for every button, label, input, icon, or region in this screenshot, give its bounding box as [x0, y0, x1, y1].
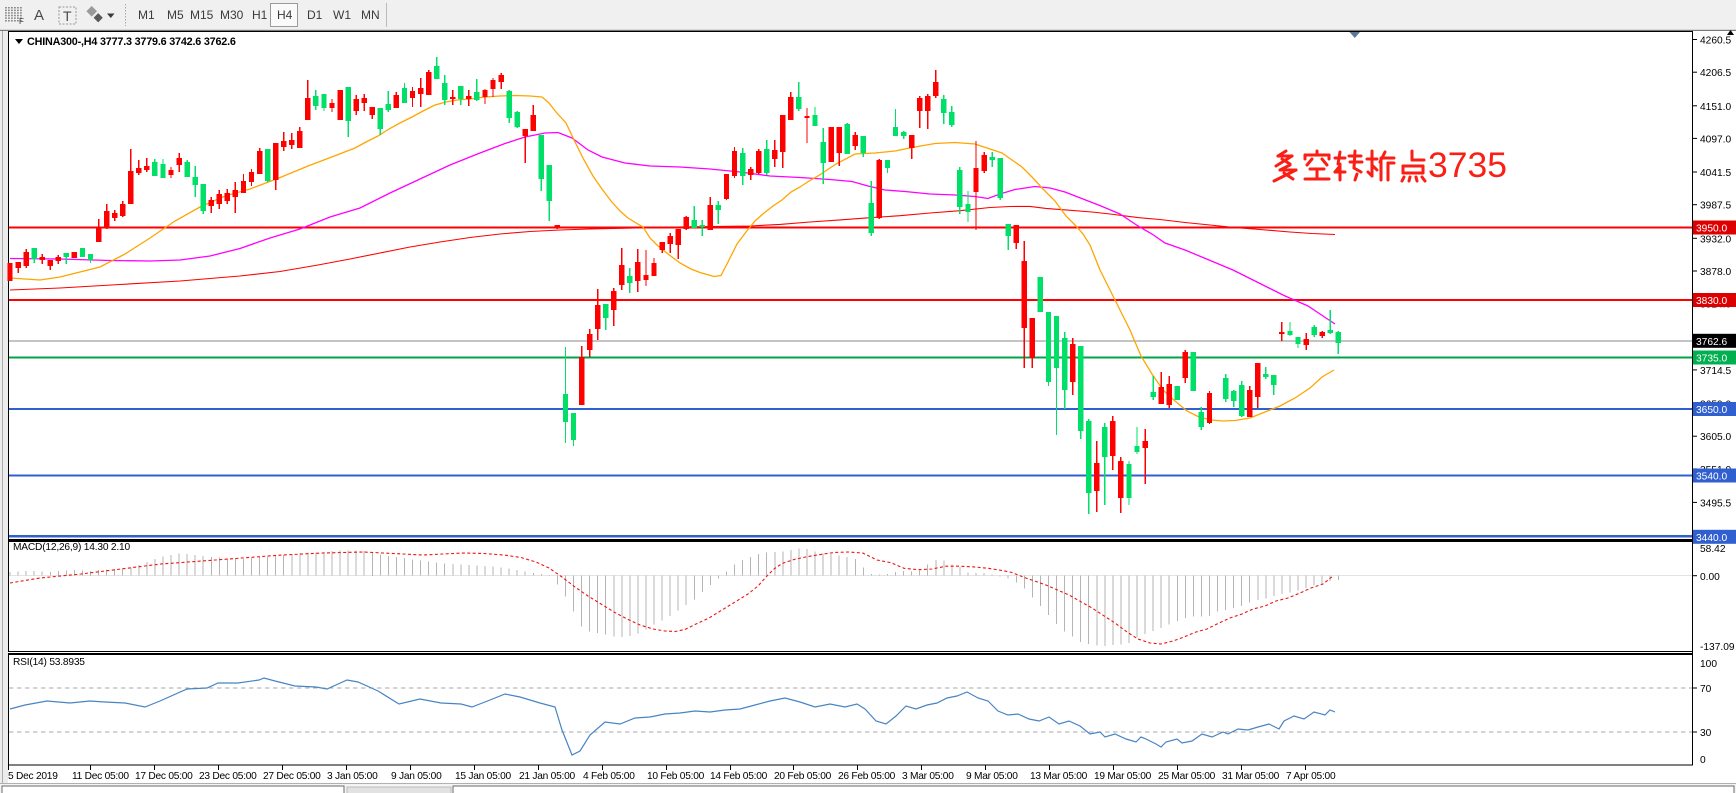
- svg-text:3540.0: 3540.0: [1696, 472, 1727, 483]
- svg-text:30: 30: [1700, 728, 1712, 739]
- svg-text:26 Feb 05:00: 26 Feb 05:00: [838, 771, 896, 782]
- svg-text:4 Feb 05:00: 4 Feb 05:00: [583, 771, 635, 782]
- svg-text:100: 100: [1700, 659, 1717, 670]
- svg-text:3735: 3735: [1428, 145, 1507, 185]
- svg-text:3762.6: 3762.6: [1696, 337, 1727, 348]
- svg-text:-137.09: -137.09: [1700, 642, 1735, 653]
- svg-text:21 Jan 05:00: 21 Jan 05:00: [519, 771, 575, 782]
- svg-text:D1: D1: [307, 8, 323, 22]
- svg-text:3987.5: 3987.5: [1700, 201, 1731, 212]
- svg-text:23 Dec 05:00: 23 Dec 05:00: [199, 771, 257, 782]
- svg-text:3650.0: 3650.0: [1696, 405, 1727, 416]
- svg-text:5 Dec 2019: 5 Dec 2019: [8, 771, 58, 782]
- svg-text:11 Dec 05:00: 11 Dec 05:00: [72, 771, 129, 782]
- svg-text:MN: MN: [361, 8, 380, 22]
- svg-text:RSI(14) 53.8935: RSI(14) 53.8935: [13, 657, 85, 668]
- svg-text:M15: M15: [190, 8, 214, 22]
- svg-text:0: 0: [1700, 755, 1706, 766]
- svg-text:3878.0: 3878.0: [1700, 267, 1731, 278]
- svg-text:14 Feb 05:00: 14 Feb 05:00: [710, 771, 768, 782]
- svg-text:3932.0: 3932.0: [1700, 234, 1731, 245]
- svg-text:3 Jan 05:00: 3 Jan 05:00: [327, 771, 378, 782]
- svg-text:4097.0: 4097.0: [1700, 134, 1731, 145]
- svg-text:H4: H4: [277, 8, 293, 22]
- svg-text:W1: W1: [333, 8, 351, 22]
- svg-text:3 Mar 05:00: 3 Mar 05:00: [902, 771, 954, 782]
- svg-text:4041.5: 4041.5: [1700, 168, 1731, 179]
- svg-text:20 Feb 05:00: 20 Feb 05:00: [774, 771, 832, 782]
- svg-text:13 Mar 05:00: 13 Mar 05:00: [1030, 771, 1088, 782]
- svg-text:3714.5: 3714.5: [1700, 366, 1731, 377]
- svg-text:27 Dec 05:00: 27 Dec 05:00: [263, 771, 321, 782]
- svg-text:3495.5: 3495.5: [1700, 498, 1731, 509]
- svg-text:M1: M1: [138, 8, 155, 22]
- svg-text:15 Jan 05:00: 15 Jan 05:00: [455, 771, 511, 782]
- svg-text:M5: M5: [167, 8, 184, 22]
- svg-text:3605.0: 3605.0: [1700, 432, 1731, 443]
- svg-text:3440.0: 3440.0: [1696, 533, 1727, 544]
- svg-text:3735.0: 3735.0: [1696, 354, 1727, 365]
- svg-text:A: A: [34, 7, 44, 24]
- svg-text:T: T: [63, 8, 72, 24]
- svg-text:9 Mar 05:00: 9 Mar 05:00: [966, 771, 1018, 782]
- svg-text:9 Jan 05:00: 9 Jan 05:00: [391, 771, 442, 782]
- svg-text:17 Dec 05:00: 17 Dec 05:00: [135, 771, 193, 782]
- svg-text:MACD(12,26,9) 14.30 2.10: MACD(12,26,9) 14.30 2.10: [13, 542, 130, 553]
- svg-text:4260.5: 4260.5: [1700, 36, 1731, 47]
- svg-text:0.00: 0.00: [1700, 572, 1720, 583]
- svg-text:F: F: [19, 17, 24, 26]
- svg-text:CHINA300-,H4 3777.3 3779.6 37: CHINA300-,H4 3777.3 3779.6 3742.6 3762.6: [27, 36, 236, 48]
- svg-text:3950.0: 3950.0: [1696, 224, 1727, 235]
- svg-text:19 Mar 05:00: 19 Mar 05:00: [1094, 771, 1152, 782]
- svg-text:58.42: 58.42: [1700, 544, 1726, 555]
- svg-text:31 Mar 05:00: 31 Mar 05:00: [1222, 771, 1280, 782]
- svg-text:70: 70: [1700, 684, 1712, 695]
- svg-text:4151.0: 4151.0: [1700, 102, 1731, 113]
- svg-text:10 Feb 05:00: 10 Feb 05:00: [647, 771, 705, 782]
- svg-text:25 Mar 05:00: 25 Mar 05:00: [1158, 771, 1216, 782]
- svg-text:4206.5: 4206.5: [1700, 68, 1731, 79]
- svg-text:7 Apr 05:00: 7 Apr 05:00: [1286, 771, 1336, 782]
- svg-text:M30: M30: [220, 8, 244, 22]
- svg-text:3830.0: 3830.0: [1696, 296, 1727, 307]
- svg-text:H1: H1: [252, 8, 268, 22]
